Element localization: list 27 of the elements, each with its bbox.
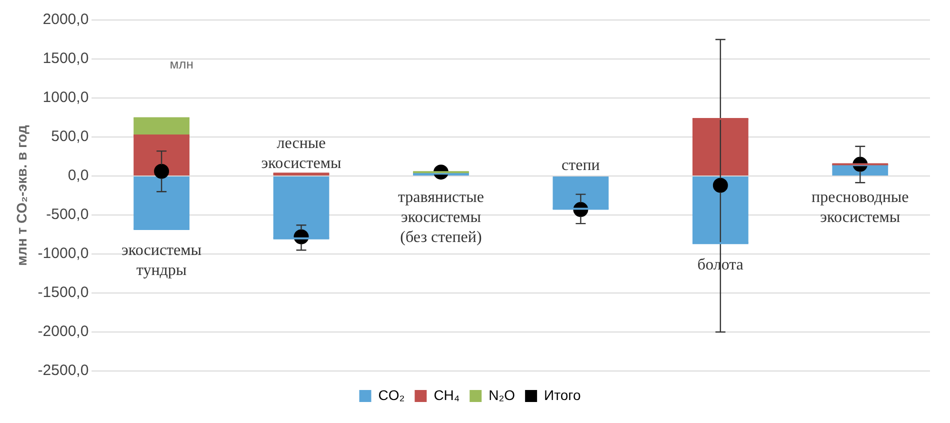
y-tick-label: 1500,0 xyxy=(42,50,89,68)
x-tick-label: экосистемы тундры xyxy=(122,242,202,280)
y-axis-title: млн т CO₂-экв. в год xyxy=(13,125,30,266)
bar xyxy=(692,176,748,244)
y-tick-label: 500,0 xyxy=(51,128,89,146)
legend-label: CO₂ xyxy=(378,386,405,403)
bar xyxy=(134,176,190,230)
y-tick-label: -2500,0 xyxy=(38,362,89,380)
bar xyxy=(273,176,330,238)
legend-label: Итого xyxy=(544,386,581,403)
y-tick-label: -2000,0 xyxy=(38,323,89,340)
y-tick-label: -1500,0 xyxy=(38,284,89,302)
bar xyxy=(134,135,190,176)
bar xyxy=(552,176,609,209)
bar xyxy=(692,119,748,176)
y-tick-label: -500,0 xyxy=(46,206,89,224)
y-tick-label: -1000,0 xyxy=(38,245,89,262)
legend-label: N₂O xyxy=(488,386,516,403)
y-tick-label: 0,0 xyxy=(68,167,89,184)
y-tick-label: 2000,0 xyxy=(42,11,89,28)
y-tick-label: 1000,0 xyxy=(42,89,89,106)
x-tick-label: травянистые экосистемы (без степей) xyxy=(398,189,484,246)
x-tick-label: лесные экосистемы xyxy=(261,134,342,172)
legend-label: CH₄ xyxy=(434,386,460,403)
annotation: млн xyxy=(170,56,194,72)
x-tick-label: пресноводные экосистемы xyxy=(812,189,909,226)
x-tick-label: степи xyxy=(562,157,600,174)
